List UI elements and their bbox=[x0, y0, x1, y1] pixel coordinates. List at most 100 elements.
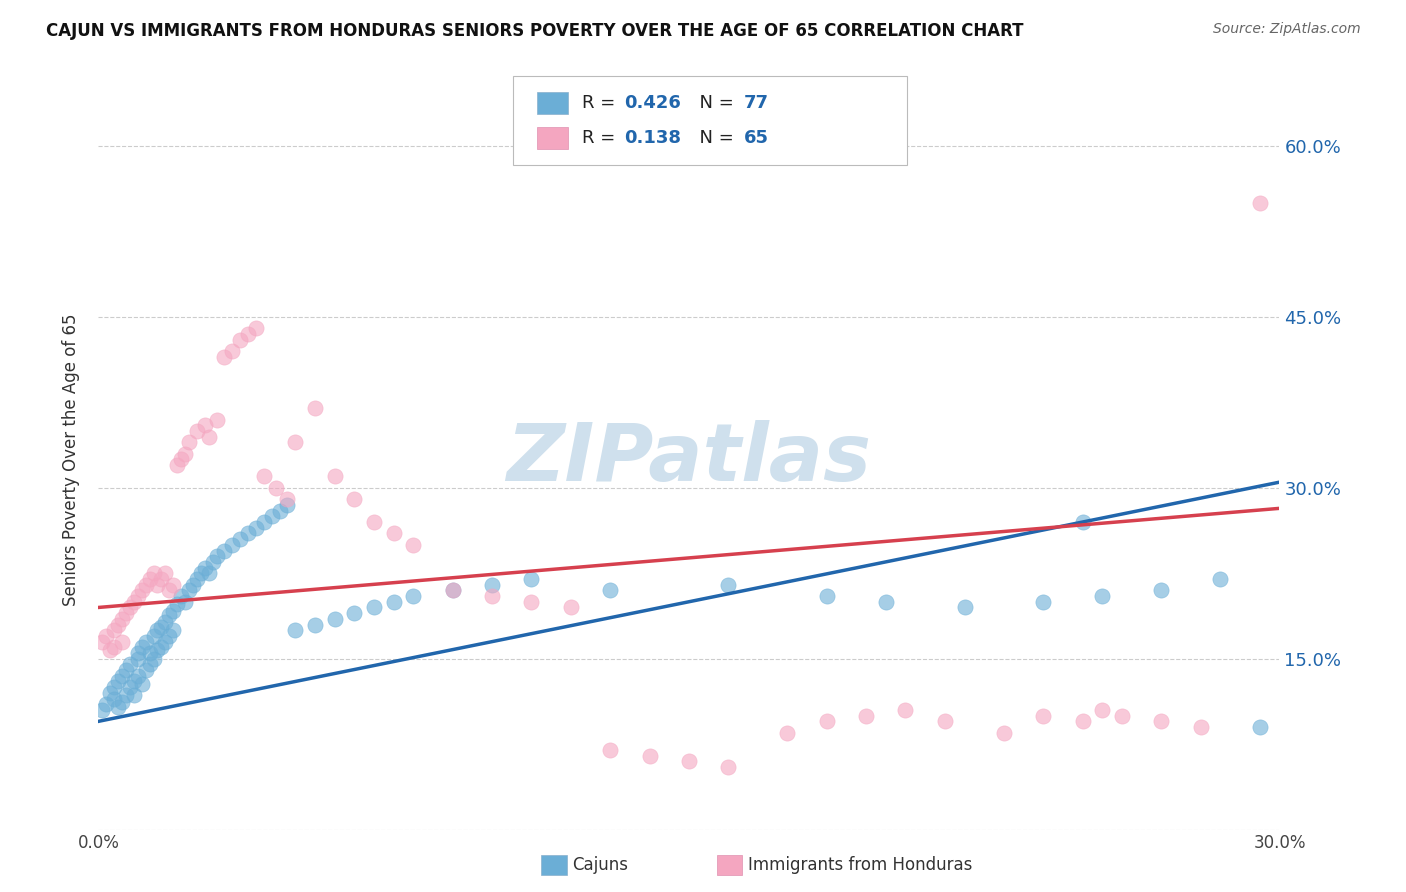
Point bbox=[638, 748, 661, 763]
Point bbox=[245, 321, 267, 335]
Point bbox=[194, 418, 217, 433]
Point bbox=[855, 708, 877, 723]
Point bbox=[520, 595, 543, 609]
Point bbox=[1150, 714, 1173, 729]
Point bbox=[162, 604, 184, 618]
Point bbox=[205, 412, 228, 426]
Point bbox=[245, 521, 267, 535]
Point bbox=[122, 595, 145, 609]
Point bbox=[236, 526, 259, 541]
Point bbox=[98, 686, 121, 700]
Point bbox=[96, 698, 118, 712]
Point bbox=[481, 589, 503, 603]
Point bbox=[135, 663, 157, 677]
Point bbox=[118, 680, 141, 694]
Text: 0.426: 0.426 bbox=[624, 94, 681, 112]
Point bbox=[103, 640, 125, 655]
Point bbox=[276, 492, 298, 507]
Point bbox=[91, 634, 114, 648]
Point bbox=[135, 577, 157, 591]
Point bbox=[135, 634, 157, 648]
Point bbox=[363, 600, 385, 615]
Point bbox=[194, 560, 217, 574]
Point bbox=[304, 617, 326, 632]
Point bbox=[229, 532, 252, 546]
Point bbox=[170, 589, 193, 603]
Point bbox=[201, 555, 224, 569]
Point bbox=[170, 452, 193, 467]
Point bbox=[1032, 708, 1054, 723]
Point bbox=[441, 583, 464, 598]
Point bbox=[111, 612, 134, 626]
Point bbox=[1071, 515, 1094, 529]
Point bbox=[146, 577, 169, 591]
Point bbox=[815, 589, 838, 603]
Point bbox=[150, 572, 173, 586]
Point bbox=[138, 572, 160, 586]
Point bbox=[103, 680, 125, 694]
Point bbox=[111, 669, 134, 683]
Text: 65: 65 bbox=[744, 129, 769, 147]
Point bbox=[177, 583, 200, 598]
Point bbox=[520, 572, 543, 586]
Point bbox=[186, 572, 208, 586]
Point bbox=[150, 620, 173, 634]
Point bbox=[155, 566, 177, 581]
Point bbox=[221, 538, 243, 552]
Point bbox=[127, 589, 149, 603]
Point bbox=[875, 595, 897, 609]
Point bbox=[111, 634, 134, 648]
Point bbox=[402, 538, 425, 552]
Point bbox=[157, 629, 180, 643]
Point bbox=[118, 600, 141, 615]
Text: Immigrants from Honduras: Immigrants from Honduras bbox=[748, 856, 973, 874]
Point bbox=[138, 646, 160, 660]
Text: N =: N = bbox=[688, 94, 740, 112]
Point bbox=[174, 447, 197, 461]
Point bbox=[127, 651, 149, 665]
Point bbox=[107, 674, 129, 689]
Point bbox=[91, 703, 114, 717]
Point bbox=[717, 760, 740, 774]
Text: 0.138: 0.138 bbox=[624, 129, 682, 147]
Point bbox=[934, 714, 956, 729]
Point bbox=[131, 640, 153, 655]
Point bbox=[481, 577, 503, 591]
Point bbox=[197, 566, 219, 581]
Point bbox=[162, 624, 184, 638]
Point bbox=[157, 583, 180, 598]
Point bbox=[253, 469, 276, 483]
Point bbox=[304, 401, 326, 416]
Point bbox=[343, 492, 366, 507]
Point bbox=[103, 624, 125, 638]
Point bbox=[599, 743, 621, 757]
Point bbox=[107, 699, 129, 714]
Point bbox=[177, 435, 200, 450]
Point bbox=[363, 515, 385, 529]
Point bbox=[122, 688, 145, 702]
Text: R =: R = bbox=[582, 94, 621, 112]
Point bbox=[1091, 703, 1114, 717]
Point bbox=[111, 695, 134, 709]
Point bbox=[284, 624, 307, 638]
Point bbox=[1249, 196, 1271, 211]
Point bbox=[236, 327, 259, 342]
Point bbox=[441, 583, 464, 598]
Text: Source: ZipAtlas.com: Source: ZipAtlas.com bbox=[1213, 22, 1361, 37]
Point bbox=[323, 469, 346, 483]
Point bbox=[205, 549, 228, 564]
Point bbox=[1189, 720, 1212, 734]
Point bbox=[115, 688, 138, 702]
Text: CAJUN VS IMMIGRANTS FROM HONDURAS SENIORS POVERTY OVER THE AGE OF 65 CORRELATION: CAJUN VS IMMIGRANTS FROM HONDURAS SENIOR… bbox=[46, 22, 1024, 40]
Point bbox=[221, 344, 243, 359]
Point bbox=[264, 481, 287, 495]
Point bbox=[98, 642, 121, 657]
Point bbox=[894, 703, 917, 717]
Point bbox=[157, 608, 180, 623]
Point bbox=[284, 435, 307, 450]
Point bbox=[155, 615, 177, 630]
Point bbox=[229, 333, 252, 347]
Point bbox=[122, 674, 145, 689]
Point bbox=[142, 566, 165, 581]
Point bbox=[127, 669, 149, 683]
